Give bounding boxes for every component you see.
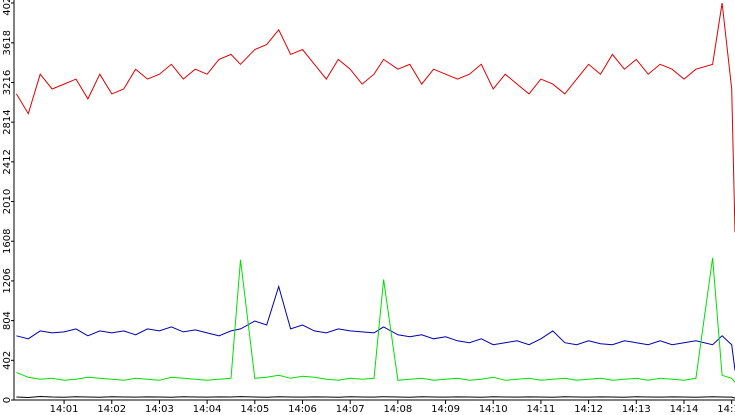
y-tick-label: 2814 xyxy=(2,109,13,134)
x-tick-label: 14:04 xyxy=(193,404,222,415)
x-tick-label: 14:15 xyxy=(717,404,735,415)
y-tick-label: 2412 xyxy=(2,149,13,174)
x-tick-label: 14:14 xyxy=(670,404,699,415)
y-tick-label: 1608 xyxy=(2,229,13,254)
x-tick-label: 14:10 xyxy=(479,404,508,415)
x-tick-label: 14:03 xyxy=(145,404,174,415)
series-line xyxy=(15,2,735,233)
x-tick-label: 14:13 xyxy=(622,404,651,415)
y-tick-label: 0 xyxy=(2,397,13,403)
x-tick-label: 14:08 xyxy=(383,404,412,415)
x-tick-label: 14:07 xyxy=(336,404,365,415)
y-tick-label: 4021 xyxy=(2,0,13,16)
y-tick-label: 402 xyxy=(2,351,13,370)
x-tick-label: 14:12 xyxy=(574,404,603,415)
x-tick-label: 14:06 xyxy=(288,404,317,415)
x-tick-label: 14:11 xyxy=(527,404,556,415)
series-line xyxy=(16,395,735,399)
y-tick-label: 1206 xyxy=(2,268,13,293)
y-tick-label: 2010 xyxy=(2,189,13,214)
x-tick-label: 14:01 xyxy=(50,404,79,415)
x-tick-label: 14:05 xyxy=(240,404,269,415)
x-tick-label: 14:02 xyxy=(97,404,126,415)
series-line xyxy=(16,257,735,383)
x-tick-label: 14:09 xyxy=(431,404,460,415)
y-tick-label: 3618 xyxy=(2,30,13,55)
y-tick-label: 804 xyxy=(2,311,13,330)
y-tick-label: 3216 xyxy=(2,70,13,95)
